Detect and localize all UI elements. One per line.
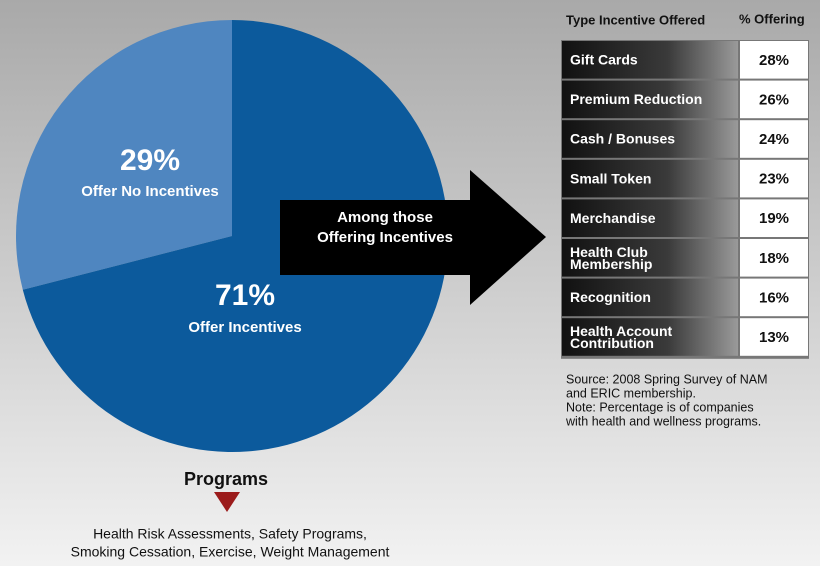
type-label: Premium Reduction [570, 91, 702, 107]
slice-value: 71% [215, 279, 275, 312]
type-cell [562, 41, 738, 79]
pie-slice [22, 20, 449, 453]
percent-cell [740, 80, 808, 119]
pie-slice [15, 20, 233, 290]
arrow-label: Offering Incentives [317, 229, 453, 246]
type-label-line: Health Account [570, 323, 672, 339]
percent-value: 16% [759, 289, 789, 306]
type-label-line: Health Club [570, 244, 648, 260]
type-label: Merchandise [570, 210, 656, 226]
percent-value: 26% [759, 91, 789, 108]
type-cell [562, 239, 738, 277]
type-label-line: Membership [570, 256, 652, 272]
programs-title: Programs [184, 469, 268, 489]
note-line: Note: Percentage is of companies [566, 400, 754, 414]
note-line: with health and wellness programs. [565, 414, 761, 428]
percent-value: 19% [759, 210, 789, 227]
programs-list: Health Risk Assessments, Safety Programs… [71, 526, 390, 560]
type-cell [562, 159, 738, 198]
program-line: Health Risk Assessments, Safety Programs… [93, 526, 367, 542]
arrow-label: Among those [337, 209, 433, 226]
type-cell [562, 199, 738, 237]
program-line: Smoking Cessation, Exercise, Weight Mana… [71, 544, 390, 560]
table: Type Incentive Offered % Offering Gift Car… [561, 11, 809, 359]
type-label: Small Token [570, 170, 651, 186]
type-cell [562, 318, 738, 356]
percent-value: 18% [759, 250, 789, 267]
percent-value: 28% [759, 52, 789, 69]
percent-cell [740, 239, 808, 277]
slice-label: Offer No Incentives [81, 183, 219, 200]
percent-value: 24% [759, 131, 789, 148]
arrow [280, 170, 546, 305]
type-label: Health Club Membership [570, 244, 652, 272]
table-header: Type Incentive Offered [566, 12, 705, 27]
percent-value: 23% [759, 171, 789, 188]
slice-label: Offer Incentives [188, 319, 301, 336]
note-line: and ERIC membership. [566, 386, 696, 400]
percent-value: 13% [759, 329, 789, 346]
percent-cell [740, 199, 808, 237]
note-line: Source: 2008 Spring Survey of NAM [566, 372, 768, 386]
type-label: Recognition [570, 289, 651, 305]
type-cell [562, 278, 738, 317]
percent-cell [740, 120, 808, 158]
pie: 29% Offer No Incentives 71% Offer Incentive… [15, 20, 449, 453]
type-label-line: Contribution [570, 335, 654, 351]
slice-value: 29% [120, 144, 180, 177]
type-cell [562, 80, 738, 119]
type-label: Gift Cards [570, 52, 638, 68]
type-label: Health Account Contribution [570, 323, 672, 351]
percent-cell [740, 278, 808, 317]
down-triangle [214, 492, 240, 512]
type-label: Cash / Bonuses [570, 131, 675, 147]
percent-cell [740, 318, 808, 356]
percent-cell [740, 159, 808, 198]
type-cell [562, 120, 738, 158]
table-header: % Offering [739, 11, 805, 26]
percent-cell [740, 41, 808, 79]
